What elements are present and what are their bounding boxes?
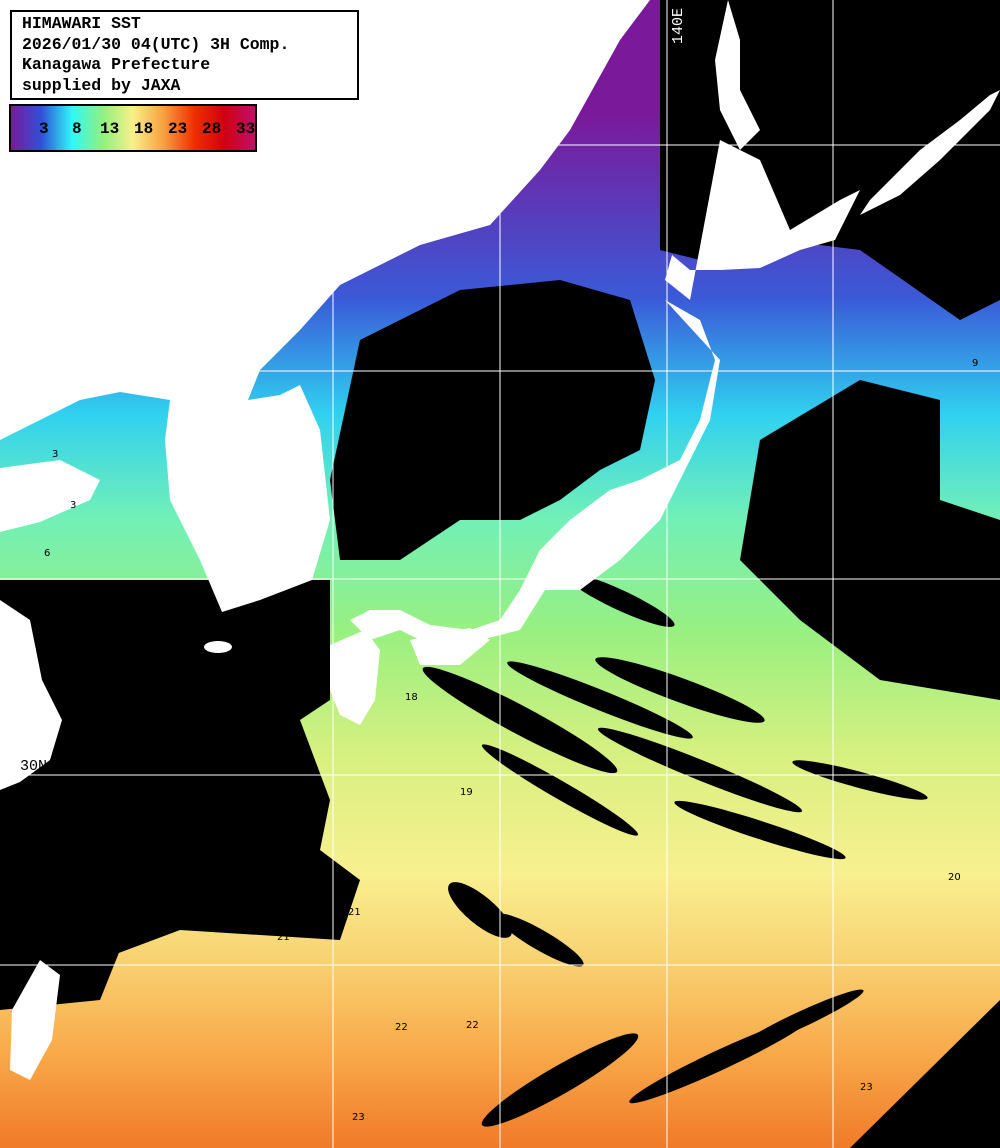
land-asia-continent [0,0,650,612]
land-honshu [350,300,720,650]
cloud-sea-of-japan [330,280,655,560]
contour-label: 9 [972,358,978,369]
title-box: HIMAWARI SST 2026/01/30 04(UTC) 3H Comp.… [10,10,359,100]
cloud-streaks [422,573,928,1127]
contour-label: 21 [348,907,361,918]
contour-label: 22 [395,1022,408,1033]
contour-label: 19 [460,787,473,798]
contour-label: 23 [352,1112,365,1123]
legend-label: 23 [168,120,188,138]
title-datetime: 2026/01/30 04(UTC) 3H Comp. [22,34,290,54]
land-shandong [0,460,100,532]
contour-label: 19 [470,684,483,695]
title-supplier: supplied by JAXA [22,75,181,95]
cloud-west [0,580,360,960]
land-jeju [204,641,232,653]
contour-label: 3 [70,500,76,511]
legend-label: 33 [236,120,256,138]
contour-label: 21 [277,932,290,943]
land-shikoku [410,628,490,665]
color-scale-legend: 3 8 13 18 23 28 33 [9,104,257,152]
legend-label: 13 [100,120,120,138]
land-hokkaido [665,140,860,300]
contour-label: 6 [44,548,50,559]
contour-label: 20 [948,872,961,883]
legend-label: 8 [72,120,82,138]
lon-label-140e: 140E [670,7,687,44]
contour-label: 23 [860,1082,873,1093]
title-product: HIMAWARI SST [22,14,141,33]
legend-label: 18 [134,120,154,138]
legend-label: 3 [39,120,49,138]
contour-label: 18 [405,692,418,703]
land-kyushu [330,630,380,725]
cloud-southeast [850,1000,1000,1148]
contour-labels: 3 6 3 9 18 19 19 21 21 22 22 23 23 20 [44,358,978,1123]
lat-label-30n: 30N [20,758,48,775]
land-sakhalin [715,0,760,150]
land-kamchatka-kurils [860,90,1000,215]
lat-label-40n: 40N [12,352,40,369]
contour-label: 22 [466,1020,479,1031]
land [0,0,1000,1080]
land-china-coast [0,600,62,790]
title-organization: Kanagawa Prefecture [22,55,211,74]
legend-label: 28 [202,120,222,138]
cloud-east [740,380,1000,700]
contour-label: 3 [52,449,58,460]
land-taiwan [10,960,60,1080]
